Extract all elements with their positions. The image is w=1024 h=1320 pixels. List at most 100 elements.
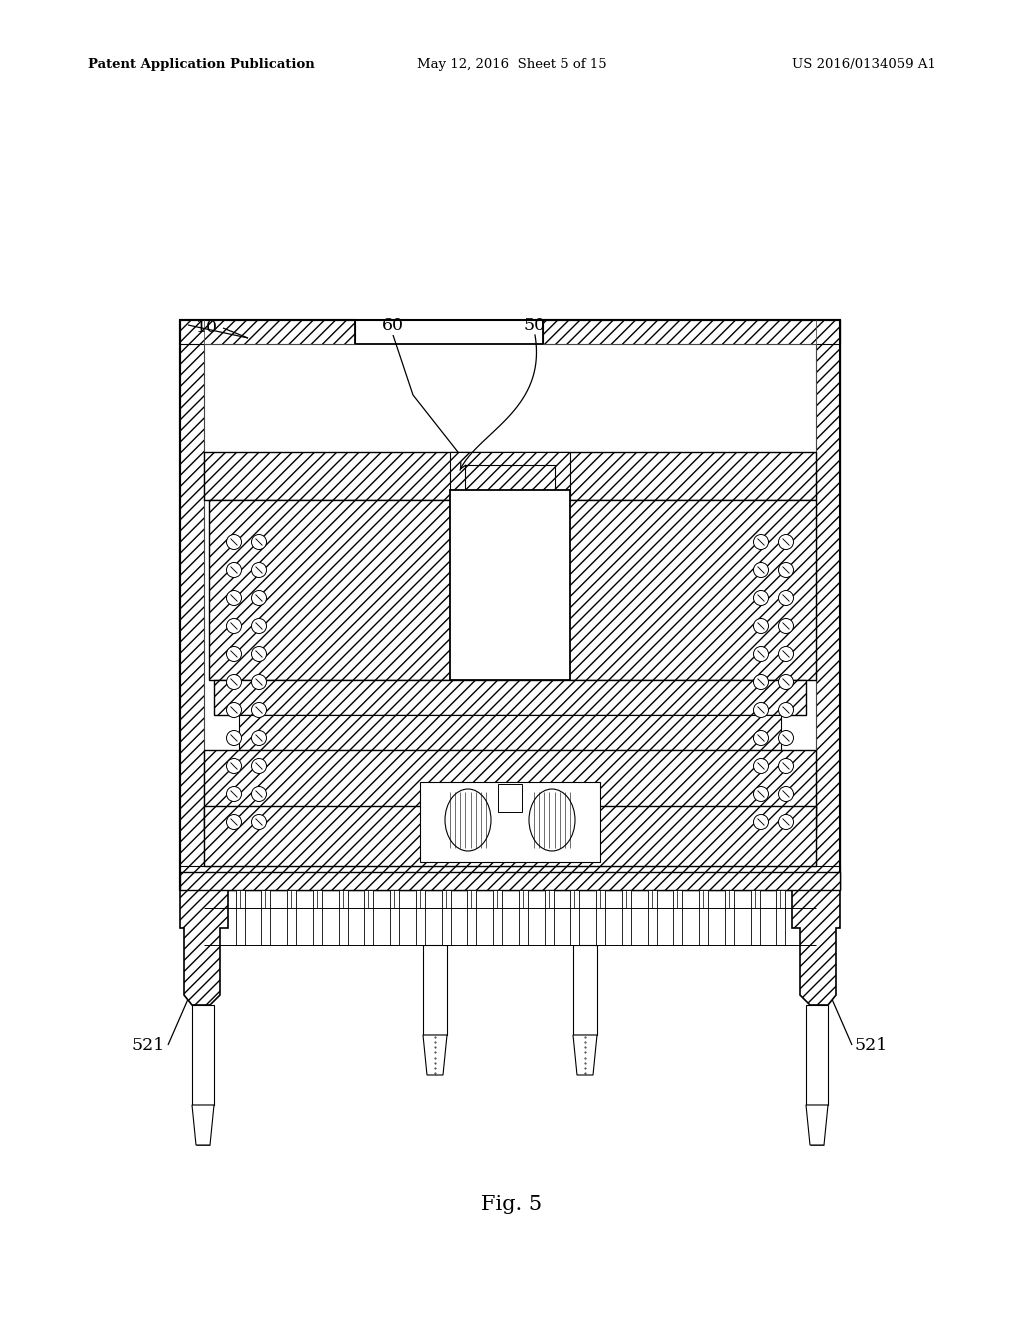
Polygon shape [573,1035,597,1074]
Circle shape [754,787,768,801]
Bar [816,319,840,890]
Circle shape [778,702,794,718]
Bar [239,715,781,750]
Circle shape [226,535,242,549]
Circle shape [252,730,266,746]
Bar [209,500,470,680]
Circle shape [778,675,794,689]
Circle shape [226,814,242,829]
Text: 521: 521 [132,1036,165,1053]
Circle shape [252,702,266,718]
Circle shape [252,535,266,549]
Bar [596,890,605,945]
Bar [465,465,555,495]
Text: May 12, 2016  Sheet 5 of 15: May 12, 2016 Sheet 5 of 15 [417,58,607,71]
Bar [441,890,451,945]
Text: Patent Application Publication: Patent Application Publication [88,58,314,71]
Bar [261,890,270,945]
Bar [545,890,554,945]
Circle shape [226,647,242,661]
Circle shape [754,730,768,746]
Bar [204,451,816,500]
Text: US 2016/0134059 A1: US 2016/0134059 A1 [793,58,936,71]
Circle shape [778,787,794,801]
Bar [467,890,476,945]
Circle shape [754,675,768,689]
Bar [674,890,682,945]
Circle shape [252,814,266,829]
Bar [313,890,322,945]
Bar [287,890,296,945]
Bar [519,890,527,945]
Bar [622,890,631,945]
Polygon shape [193,1105,214,1144]
Text: 50: 50 [524,317,546,334]
Bar [423,945,447,1035]
Bar [180,319,840,890]
Polygon shape [792,890,840,1005]
Circle shape [778,535,794,549]
Circle shape [226,590,242,606]
Circle shape [778,619,794,634]
Text: 521: 521 [855,1036,888,1053]
Circle shape [252,759,266,774]
Bar [180,873,840,890]
Circle shape [778,562,794,578]
Circle shape [754,647,768,661]
Circle shape [754,619,768,634]
Bar [180,319,355,345]
Circle shape [226,562,242,578]
Circle shape [754,759,768,774]
Bar [647,890,656,945]
Bar [416,890,425,945]
Bar [751,890,760,945]
Circle shape [252,787,266,801]
Circle shape [778,647,794,661]
Bar [390,890,399,945]
Bar [494,890,502,945]
Bar [450,490,570,680]
Bar [339,890,348,945]
Bar [365,890,374,945]
Bar [555,500,816,680]
Circle shape [754,535,768,549]
Bar [498,784,522,812]
Circle shape [778,590,794,606]
Circle shape [778,730,794,746]
Bar [204,807,816,866]
Bar [570,890,580,945]
Bar [543,319,840,345]
Bar [776,890,785,945]
Circle shape [754,590,768,606]
Text: 10: 10 [196,319,218,337]
Circle shape [226,619,242,634]
Circle shape [754,562,768,578]
Polygon shape [180,890,228,1005]
Bar [420,781,600,862]
Circle shape [226,787,242,801]
Bar [806,1005,828,1105]
Bar [180,866,840,890]
Ellipse shape [445,789,490,851]
Bar [573,945,597,1035]
Text: 60: 60 [382,317,404,334]
Circle shape [226,702,242,718]
Circle shape [252,590,266,606]
Circle shape [754,814,768,829]
Bar [214,680,806,715]
Circle shape [252,647,266,661]
Bar [236,890,245,945]
Ellipse shape [529,789,575,851]
Text: Fig. 5: Fig. 5 [481,1196,543,1214]
Circle shape [252,675,266,689]
Circle shape [778,814,794,829]
Circle shape [252,619,266,634]
Circle shape [252,562,266,578]
Polygon shape [806,1105,828,1144]
Circle shape [226,675,242,689]
Bar [193,1005,214,1105]
Bar [450,451,570,500]
Polygon shape [423,1035,447,1074]
Bar [699,890,708,945]
Bar [180,319,204,890]
